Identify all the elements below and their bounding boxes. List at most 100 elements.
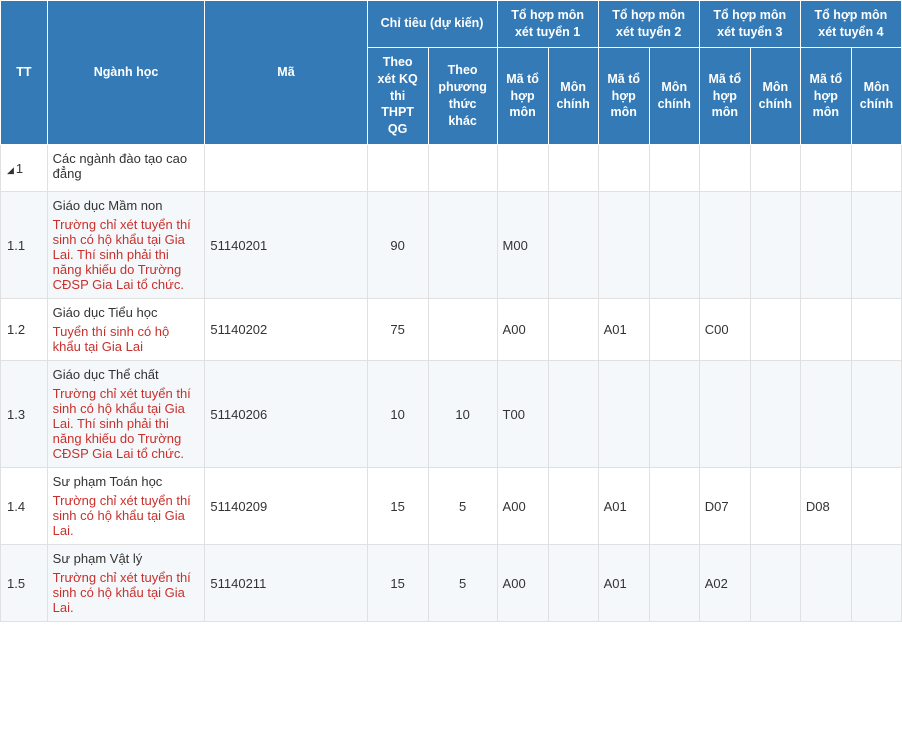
cell-kq: 90 (367, 192, 428, 299)
cell-mth4 (800, 361, 851, 468)
tt-text: 1.3 (7, 407, 25, 422)
cell-mth2 (598, 192, 649, 299)
table-row: 1.5 Sư phạm Vật lý Trường chỉ xét tuyển th… (1, 545, 902, 622)
cell-mth3 (699, 361, 750, 468)
cell-mth2 (598, 145, 649, 192)
colg-th2: Tổ hợp môn xét tuyển 2 (598, 1, 699, 48)
cell-pt (428, 145, 497, 192)
nganh-note: Tuyển thí sinh có hộ khẩu tại Gia Lai (53, 324, 200, 354)
cell-mc1 (548, 545, 598, 622)
cell-mth3: D07 (699, 468, 750, 545)
tt-text: 1.2 (7, 322, 25, 337)
cell-mc3 (750, 468, 800, 545)
cell-pt (428, 299, 497, 361)
cell-kq: 15 (367, 468, 428, 545)
cell-mc3 (750, 545, 800, 622)
cell-pt: 5 (428, 545, 497, 622)
col-mc2[interactable]: Môn chính (649, 47, 699, 144)
cell-mc1 (548, 192, 598, 299)
cell-tt[interactable]: ◢1 (1, 145, 48, 192)
cell-mc2 (649, 299, 699, 361)
col-tt[interactable]: TT (1, 1, 48, 145)
table-row: 1.2 Giáo dục Tiểu học Tuyển thí sinh có hộ… (1, 299, 902, 361)
colg-chitieu: Chỉ tiêu (dự kiến) (367, 1, 497, 48)
table-row: ◢1Các ngành đào tạo cao đẳng (1, 145, 902, 192)
cell-mth2 (598, 361, 649, 468)
cell-ma: 51140211 (205, 545, 367, 622)
tt-text: 1 (16, 161, 23, 176)
cell-mth4: D08 (800, 468, 851, 545)
cell-mth3: A02 (699, 545, 750, 622)
expand-icon[interactable]: ◢ (7, 165, 14, 176)
col-mth2[interactable]: Mã tổ hợp môn (598, 47, 649, 144)
cell-mc2 (649, 145, 699, 192)
cell-mth1: A00 (497, 545, 548, 622)
col-mth1[interactable]: Mã tổ hợp môn (497, 47, 548, 144)
admissions-table: TT Ngành học Mã Chỉ tiêu (dự kiến) Tổ hợ… (0, 0, 902, 622)
cell-mc1 (548, 299, 598, 361)
table-row: 1.4Sư phạm Toán họcTrường chỉ xét tuyển … (1, 468, 902, 545)
cell-mth4 (800, 545, 851, 622)
cell-mc2 (649, 361, 699, 468)
cell-mth2: A01 (598, 299, 649, 361)
cell-mc4 (851, 468, 901, 545)
cell-mc1 (548, 361, 598, 468)
table-body: ◢1Các ngành đào tạo cao đẳng1.1Giáo dục … (1, 145, 902, 622)
cell-mc4 (851, 361, 901, 468)
nganh-note: Trường chỉ xét tuyển thí sinh có hộ khẩu… (53, 386, 200, 461)
tt-text: 1.5 (7, 576, 25, 591)
cell-pt: 5 (428, 468, 497, 545)
nganh-title: Sư phạm Vật lý (53, 551, 200, 566)
cell-tt: 1.5 (1, 545, 48, 622)
nganh-title: Giáo dục Tiểu học (53, 305, 200, 320)
cell-mc4 (851, 545, 901, 622)
cell-mc4 (851, 145, 901, 192)
table-row: 1.3 Giáo dục Thể chất Trường chỉ xét tuyển… (1, 361, 902, 468)
col-ma[interactable]: Mã (205, 1, 367, 145)
nganh-title: Giáo dục Thể chất (53, 367, 200, 382)
colg-th4: Tổ hợp môn xét tuyển 4 (800, 1, 901, 48)
cell-mth3: C00 (699, 299, 750, 361)
col-pt[interactable]: Theo phương thức khác (428, 47, 497, 144)
nganh-title: Các ngành đào tạo cao đẳng (53, 151, 200, 181)
cell-mc4 (851, 192, 901, 299)
cell-mc3 (750, 192, 800, 299)
cell-mth1: A00 (497, 468, 548, 545)
cell-nganh: Các ngành đào tạo cao đẳng (47, 145, 205, 192)
cell-nganh: Giáo dục Tiểu học Tuyển thí sinh có hộ kh… (47, 299, 205, 361)
tt-text: 1.1 (7, 238, 25, 253)
cell-mth3 (699, 192, 750, 299)
nganh-title: Sư phạm Toán học (53, 474, 200, 489)
table-header: TT Ngành học Mã Chỉ tiêu (dự kiến) Tổ hợ… (1, 1, 902, 145)
nganh-note: Trường chỉ xét tuyển thí sinh có hộ khẩu… (53, 570, 200, 615)
cell-kq: 10 (367, 361, 428, 468)
cell-ma: 51140206 (205, 361, 367, 468)
cell-nganh: Sư phạm Toán họcTrường chỉ xét tuyển thí… (47, 468, 205, 545)
col-mc3[interactable]: Môn chính (750, 47, 800, 144)
cell-tt: 1.4 (1, 468, 48, 545)
cell-mth1: T00 (497, 361, 548, 468)
cell-kq (367, 145, 428, 192)
col-mc1[interactable]: Môn chính (548, 47, 598, 144)
cell-pt (428, 192, 497, 299)
cell-mc4 (851, 299, 901, 361)
cell-mc2 (649, 468, 699, 545)
cell-nganh: Sư phạm Vật lý Trường chỉ xét tuyển thí s… (47, 545, 205, 622)
nganh-note: Trường chỉ xét tuyển thí sinh có hộ khẩu… (53, 217, 200, 292)
col-mth3[interactable]: Mã tổ hợp môn (699, 47, 750, 144)
cell-mc1 (548, 468, 598, 545)
cell-pt: 10 (428, 361, 497, 468)
col-mc4[interactable]: Môn chính (851, 47, 901, 144)
cell-mth4 (800, 145, 851, 192)
cell-mc3 (750, 145, 800, 192)
cell-mth1 (497, 145, 548, 192)
col-kq[interactable]: Theo xét KQ thi THPT QG (367, 47, 428, 144)
cell-mth1: A00 (497, 299, 548, 361)
col-nganh[interactable]: Ngành học (47, 1, 205, 145)
col-mth4[interactable]: Mã tổ hợp môn (800, 47, 851, 144)
nganh-title: Giáo dục Mầm non (53, 198, 200, 213)
cell-ma (205, 145, 367, 192)
cell-mth4 (800, 192, 851, 299)
cell-kq: 75 (367, 299, 428, 361)
cell-mth1: M00 (497, 192, 548, 299)
